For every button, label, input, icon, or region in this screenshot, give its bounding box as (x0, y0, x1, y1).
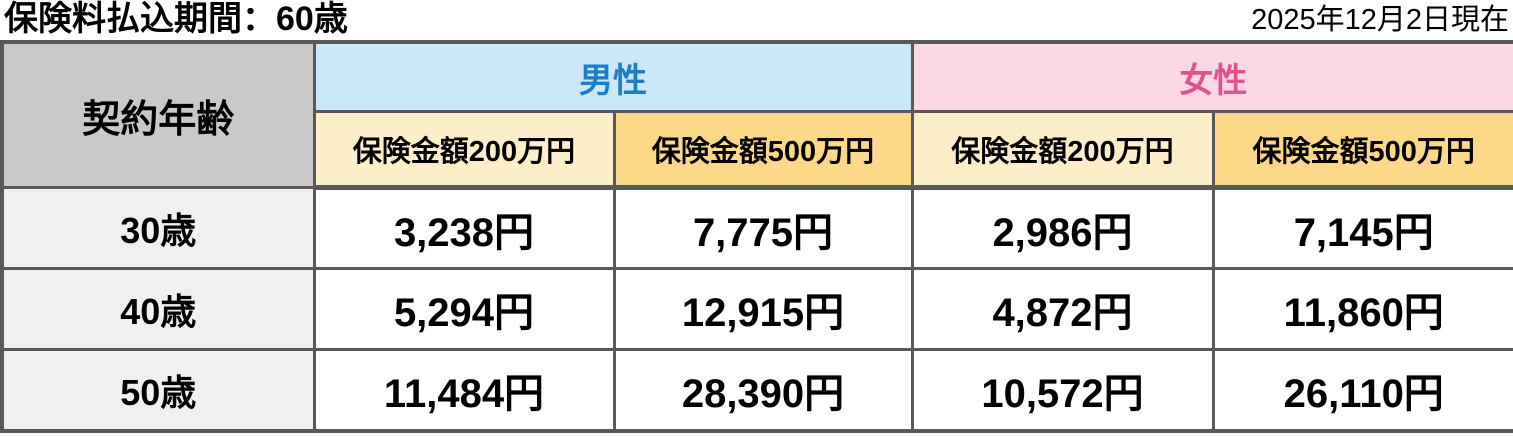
male-amount-200-header: 保険金額200万円 (312, 110, 616, 190)
premium-value-male-500: 12,915円 (612, 267, 914, 351)
premium-value-male-200: 5,294円 (312, 267, 616, 351)
female-group-header: 女性 (910, 40, 1513, 113)
group-header-row: 契約年齢 男性 女性 (0, 40, 1513, 189)
age-column-header: 契約年齢 (0, 40, 316, 189)
premium-value-male-200: 3,238円 (312, 186, 616, 270)
male-amount-500-header: 保険金額500万円 (612, 110, 914, 190)
premium-value-female-500: 7,145円 (1211, 186, 1513, 270)
premium-table: 契約年齢 男性 女性 保険金額200万円 保険金額500万円 保険金額200万円… (0, 40, 1513, 433)
page-title: 保険料払込期間：60歳 (4, 0, 348, 38)
row-age-label: 40歳 (0, 267, 316, 351)
table-row-age-30: 30歳 3,238円 7,775円 2,986円 7,145円 (0, 186, 1513, 270)
female-amount-500-header: 保険金額500万円 (1211, 110, 1513, 190)
premium-value-female-500: 11,860円 (1211, 267, 1513, 351)
premium-value-female-200: 4,872円 (910, 267, 1215, 351)
premium-value-male-500: 28,390円 (612, 348, 914, 433)
premium-value-male-200: 11,484円 (312, 348, 616, 433)
premium-value-female-200: 2,986円 (910, 186, 1215, 270)
female-amount-200-header: 保険金額200万円 (910, 110, 1215, 190)
table-row-age-40: 40歳 5,294円 12,915円 4,872円 11,860円 (0, 267, 1513, 351)
premium-value-female-500: 26,110円 (1211, 348, 1513, 433)
row-age-label: 50歳 (0, 348, 316, 433)
row-age-label: 30歳 (0, 186, 316, 270)
table-row-age-50: 50歳 11,484円 28,390円 10,572円 26,110円 (0, 348, 1513, 433)
as-of-date: 2025年12月2日現在 (1251, 4, 1509, 36)
premium-value-female-200: 10,572円 (910, 348, 1215, 433)
male-group-header: 男性 (312, 40, 914, 113)
titlebar: 保険料払込期間：60歳 2025年12月2日現在 (0, 0, 1513, 40)
sub-header-row: 保険金額200万円 保険金額500万円 保険金額200万円 保険金額500万円 (2, 110, 1513, 190)
premium-value-male-500: 7,775円 (612, 186, 914, 270)
